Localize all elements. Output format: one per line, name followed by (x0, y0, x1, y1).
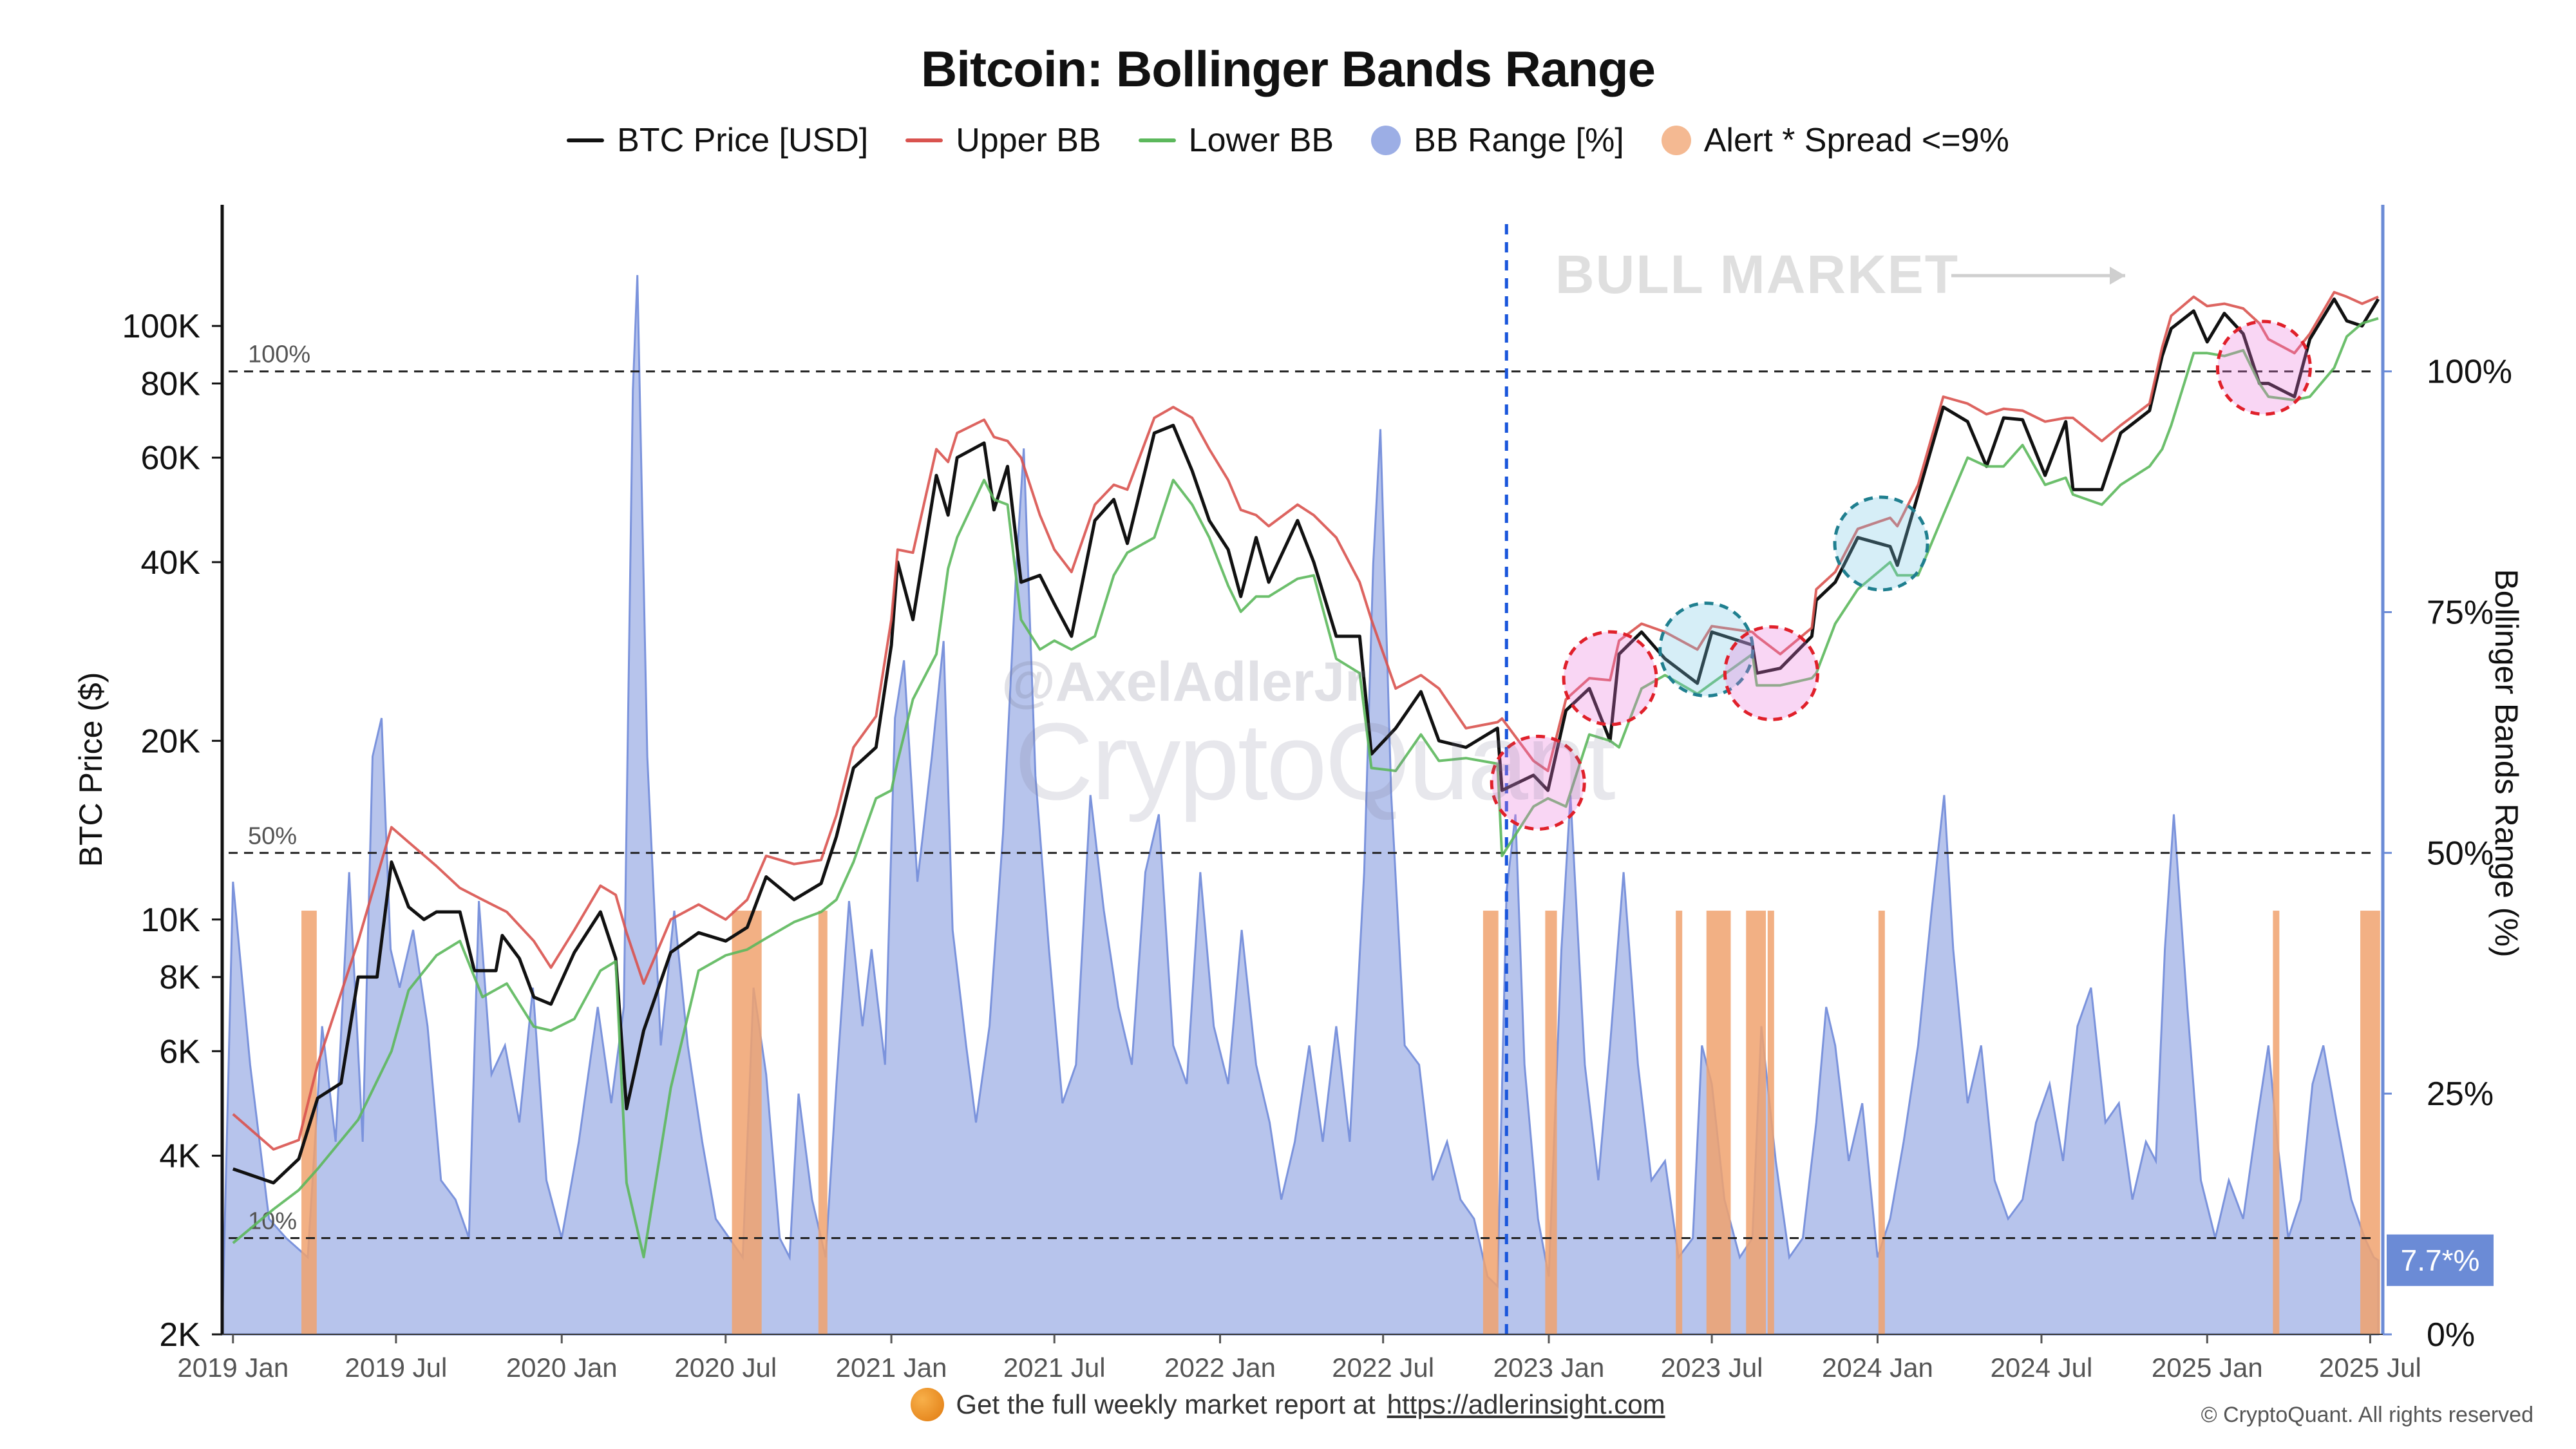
x-tick-label-2: 2020 Jan (506, 1352, 618, 1383)
legend-swatch-alert (1661, 126, 1691, 155)
reference-label-0: 100% (248, 341, 310, 368)
y-tick-label-7: 60K (140, 440, 200, 477)
highlight-circle-3 (1723, 625, 1819, 721)
copyright: © CryptoQuant. All rights reserved (2201, 1403, 2533, 1427)
legend-label-upper-bb: Upper BB (956, 122, 1101, 159)
x-tick-label-9: 2023 Jul (1661, 1352, 1763, 1383)
legend-item-bb-range[interactable]: BB Range [%] (1371, 121, 1624, 160)
legend-item-upper-bb[interactable]: Upper BB (905, 121, 1101, 160)
alert-bar-9 (1878, 911, 1885, 1334)
alert-bar-5 (1676, 911, 1683, 1334)
y2-tick-label-3: 75% (2427, 594, 2494, 632)
alert-bar-1 (732, 911, 762, 1334)
last-value-badge (2387, 1234, 2494, 1286)
x-tick-label-4: 2021 Jan (836, 1352, 947, 1383)
legend-swatch-lower-bb (1138, 138, 1176, 142)
x-tick-label-6: 2022 Jan (1164, 1352, 1276, 1383)
y2-tick-label-1: 25% (2427, 1075, 2494, 1113)
legend-label-alert: Alert * Spread <=9% (1703, 122, 2009, 159)
alert-bar-6 (1706, 911, 1731, 1334)
alert-bar-8 (1767, 911, 1774, 1334)
y-tick-label-9: 100K (122, 308, 201, 345)
alert-bar-11 (2360, 911, 2380, 1334)
legend-swatch-bb-range (1371, 126, 1401, 155)
y2-axis-title: Bollinger Bands Range (%) (2488, 569, 2524, 957)
y-tick-label-2: 6K (159, 1033, 200, 1070)
alert-bar-10 (2273, 911, 2280, 1334)
y2-tick-label-2: 50% (2427, 835, 2494, 872)
series-line-1 (232, 290, 2379, 1151)
x-tick-label-5: 2021 Jul (1003, 1352, 1106, 1383)
series-line-0 (232, 297, 2380, 1185)
legend-item-lower-bb[interactable]: Lower BB (1138, 121, 1334, 160)
x-tick-label-12: 2025 Jan (2152, 1352, 2263, 1383)
x-tick-label-1: 2019 Jul (345, 1352, 448, 1383)
y-tick-label-1: 4K (159, 1138, 200, 1175)
reference-label-2: 10% (248, 1208, 297, 1235)
alert-bar-3 (1482, 911, 1499, 1334)
watermark-brand: CryptoQuant (1014, 701, 1616, 823)
highlight-circle-2 (1658, 601, 1755, 698)
highlight-circle-0 (1490, 734, 1586, 831)
legend-label-lower-bb: Lower BB (1188, 122, 1334, 159)
y-tick-label-5: 20K (140, 723, 200, 760)
footer-link[interactable]: https://adlerinsight.com (1387, 1389, 1665, 1419)
x-tick-label-3: 2020 Jul (674, 1352, 777, 1383)
bull-market-label: BULL MARKET (1555, 244, 1960, 305)
legend-swatch-upper-bb (905, 138, 943, 142)
footer-text: Get the full weekly market report at (956, 1389, 1376, 1419)
reference-label-1: 50% (248, 822, 297, 849)
series-line-2 (232, 317, 2379, 1258)
alert-bar-7 (1746, 911, 1766, 1334)
legend-label-bb-range: BB Range [%] (1414, 122, 1624, 159)
alert-bar-4 (1545, 911, 1557, 1334)
y2-tick-label-4: 100% (2427, 354, 2512, 391)
legend: BTC Price [USD] Upper BB Lower BB BB Ran… (0, 121, 2576, 160)
x-tick-label-7: 2022 Jul (1332, 1352, 1434, 1383)
watermark-user: @AxelAdlerJr (1001, 651, 1367, 713)
x-tick-label-11: 2024 Jul (1991, 1352, 2093, 1383)
highlight-circle-1 (1562, 630, 1658, 726)
legend-swatch-btc-price (567, 138, 605, 142)
x-tick-label-10: 2024 Jan (1822, 1352, 1933, 1383)
y-axis-title: BTC Price ($) (73, 672, 109, 867)
y-tick-label-6: 40K (140, 544, 200, 582)
y-tick-label-3: 8K (159, 959, 200, 996)
alert-bar-2 (818, 911, 828, 1334)
highlight-circle-5 (2215, 319, 2312, 416)
x-tick-label-13: 2025 Jul (2319, 1352, 2421, 1383)
legend-item-btc-price[interactable]: BTC Price [USD] (567, 121, 868, 160)
x-tick-label-0: 2019 Jan (177, 1352, 289, 1383)
coin-icon (911, 1388, 945, 1421)
last-value-label: 7.7*% (2401, 1244, 2480, 1277)
x-tick-label-8: 2023 Jan (1493, 1352, 1605, 1383)
legend-item-alert[interactable]: Alert * Spread <=9% (1661, 121, 2009, 160)
y-tick-label-4: 10K (140, 902, 200, 939)
footer-report: Get the full weekly market report at htt… (0, 1388, 2576, 1421)
y-tick-label-8: 80K (140, 365, 200, 402)
chart-title: Bitcoin: Bollinger Bands Range (920, 41, 1656, 97)
y-tick-label-0: 2K (159, 1316, 200, 1354)
y2-tick-label-0: 0% (2427, 1316, 2475, 1354)
bull-market-arrow-head (2110, 267, 2125, 285)
highlight-circle-4 (1833, 495, 1929, 592)
legend-label-btc-price: BTC Price [USD] (617, 122, 869, 159)
